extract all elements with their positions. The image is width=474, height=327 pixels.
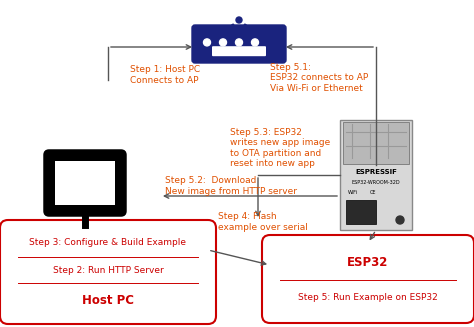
FancyBboxPatch shape (343, 122, 409, 164)
Text: ESPRESSIF: ESPRESSIF (355, 169, 397, 175)
Text: Step 2: Run HTTP Server: Step 2: Run HTTP Server (53, 266, 164, 275)
FancyBboxPatch shape (56, 222, 114, 238)
Circle shape (396, 216, 404, 224)
Text: Host PC: Host PC (82, 294, 134, 307)
Text: ESP32-WROOM-32D: ESP32-WROOM-32D (352, 180, 401, 184)
Circle shape (252, 39, 258, 46)
Text: Step 4: Flash
example over serial: Step 4: Flash example over serial (218, 212, 308, 232)
FancyBboxPatch shape (55, 161, 115, 205)
Circle shape (236, 39, 243, 46)
Text: Step 5.2:  Download
New image from HTTP server: Step 5.2: Download New image from HTTP s… (165, 176, 297, 196)
Text: Step 5.1:
ESP32 connects to AP
Via Wi-Fi or Ethernet: Step 5.1: ESP32 connects to AP Via Wi-Fi… (270, 63, 368, 93)
Text: ESP32: ESP32 (347, 256, 389, 269)
FancyBboxPatch shape (0, 220, 216, 324)
Circle shape (219, 39, 227, 46)
Text: CE: CE (370, 191, 376, 196)
Circle shape (236, 17, 242, 23)
Text: WiFi: WiFi (348, 191, 358, 196)
FancyBboxPatch shape (192, 25, 286, 63)
FancyBboxPatch shape (346, 200, 376, 224)
Text: Step 3: Configure & Build Example: Step 3: Configure & Build Example (29, 238, 186, 248)
Text: Step 5: Run Example on ESP32: Step 5: Run Example on ESP32 (298, 293, 438, 302)
FancyBboxPatch shape (340, 120, 412, 230)
Text: Step 1: Host PC
Connects to AP: Step 1: Host PC Connects to AP (130, 65, 200, 85)
Text: Step 5.3: ESP32
writes new app image
to OTA partition and
reset into new app: Step 5.3: ESP32 writes new app image to … (230, 128, 330, 168)
FancyBboxPatch shape (45, 151, 125, 215)
FancyBboxPatch shape (212, 46, 266, 56)
FancyBboxPatch shape (262, 235, 474, 323)
Circle shape (203, 39, 210, 46)
